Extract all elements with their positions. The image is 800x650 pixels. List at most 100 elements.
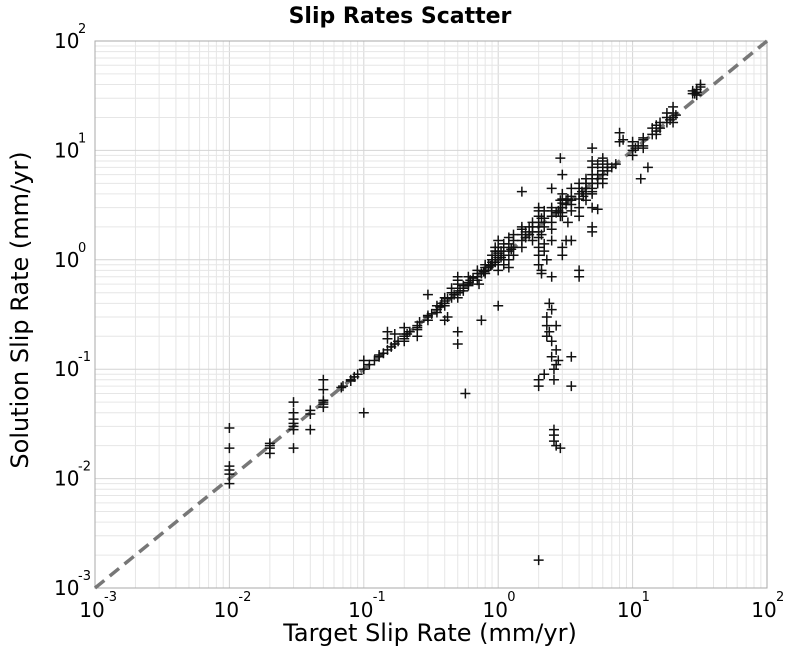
data-point — [536, 229, 547, 240]
data-point — [541, 312, 552, 323]
y-tick-label: 101 — [54, 131, 86, 162]
x-tick-base: 10 — [79, 598, 104, 622]
data-point — [546, 336, 557, 347]
data-point — [548, 424, 559, 435]
x-tick-label: 10-3 — [79, 590, 117, 622]
x-tick-exponent: 1 — [642, 590, 650, 605]
data-point — [592, 204, 603, 215]
data-point — [546, 351, 557, 362]
data-point — [318, 384, 329, 395]
data-point — [580, 195, 591, 206]
data-point — [374, 351, 385, 362]
data-point — [508, 229, 519, 240]
data-point — [610, 159, 621, 170]
data-point — [493, 300, 504, 311]
data-point — [358, 355, 369, 366]
data-point — [635, 173, 646, 184]
data-point — [516, 242, 527, 253]
data-point — [544, 326, 555, 337]
data-point — [539, 369, 550, 380]
data-point — [480, 268, 491, 279]
data-point — [431, 307, 442, 318]
data-point — [557, 169, 568, 180]
reference-line-1to1 — [93, 39, 769, 590]
data-point — [566, 381, 577, 392]
data-point — [476, 315, 487, 326]
data-point — [544, 298, 555, 309]
data-point — [224, 464, 235, 475]
data-point — [224, 478, 235, 489]
data-point — [468, 273, 479, 284]
data-point — [546, 235, 557, 246]
data-point — [318, 395, 329, 406]
data-point — [305, 424, 316, 435]
data-point — [562, 217, 573, 228]
y-tick-exponent: 2 — [78, 22, 86, 37]
data-point — [498, 259, 509, 270]
y-tick-base: 10 — [54, 357, 79, 381]
data-point — [399, 336, 410, 347]
data-point — [597, 178, 608, 189]
data-point — [548, 374, 559, 385]
data-point — [389, 328, 400, 339]
data-point — [452, 326, 463, 337]
x-tick-exponent: -2 — [238, 590, 251, 605]
data-point — [689, 88, 700, 99]
y-tick-label: 10-3 — [54, 569, 91, 600]
data-point — [546, 183, 557, 194]
data-point — [452, 338, 463, 349]
y-tick-base: 10 — [54, 138, 79, 162]
data-point — [264, 440, 275, 451]
data-point — [533, 381, 544, 392]
data-point — [364, 359, 375, 370]
y-tick-exponent: 0 — [78, 241, 86, 256]
y-tick-base: 10 — [54, 576, 79, 600]
data-point — [551, 320, 562, 331]
data-point — [503, 262, 514, 273]
data-point — [224, 423, 235, 434]
y-tick-exponent: -3 — [78, 569, 91, 584]
x-tick-label: 102 — [751, 590, 784, 622]
data-point — [506, 244, 517, 255]
data-point — [458, 285, 469, 296]
y-tick-label: 10-1 — [54, 350, 91, 381]
data-point — [574, 202, 585, 213]
data-point — [539, 246, 550, 257]
data-point — [587, 186, 598, 197]
x-tick-base: 10 — [482, 598, 507, 622]
data-point — [668, 117, 679, 128]
x-tick-label: 10-2 — [214, 590, 252, 622]
data-point — [463, 280, 474, 291]
x-tick-base: 10 — [348, 598, 373, 622]
data-point — [557, 188, 568, 199]
data-point — [305, 405, 316, 416]
data-point — [422, 310, 433, 321]
data-point — [536, 268, 547, 279]
data-point — [557, 250, 568, 261]
data-point — [493, 265, 504, 276]
y-tick-label: 10-2 — [54, 460, 91, 491]
x-tick-exponent: 0 — [507, 590, 515, 605]
data-point — [288, 443, 299, 454]
data-point — [508, 250, 519, 261]
data-point — [670, 110, 681, 121]
data-point — [691, 87, 702, 98]
data-point — [566, 205, 577, 216]
data-point — [493, 235, 504, 246]
data-point — [597, 153, 608, 164]
x-tick-base: 10 — [751, 598, 776, 622]
data-point — [546, 304, 557, 315]
data-point — [399, 322, 410, 333]
data-point — [548, 436, 559, 447]
grid-lines — [94, 41, 767, 589]
x-tick-base: 10 — [214, 598, 239, 622]
data-point — [668, 101, 679, 112]
data-point — [541, 331, 552, 342]
data-point — [402, 328, 413, 339]
x-tick-exponent: -1 — [373, 590, 386, 605]
data-point — [551, 344, 562, 355]
data-point — [452, 292, 463, 303]
data-point — [382, 333, 393, 344]
